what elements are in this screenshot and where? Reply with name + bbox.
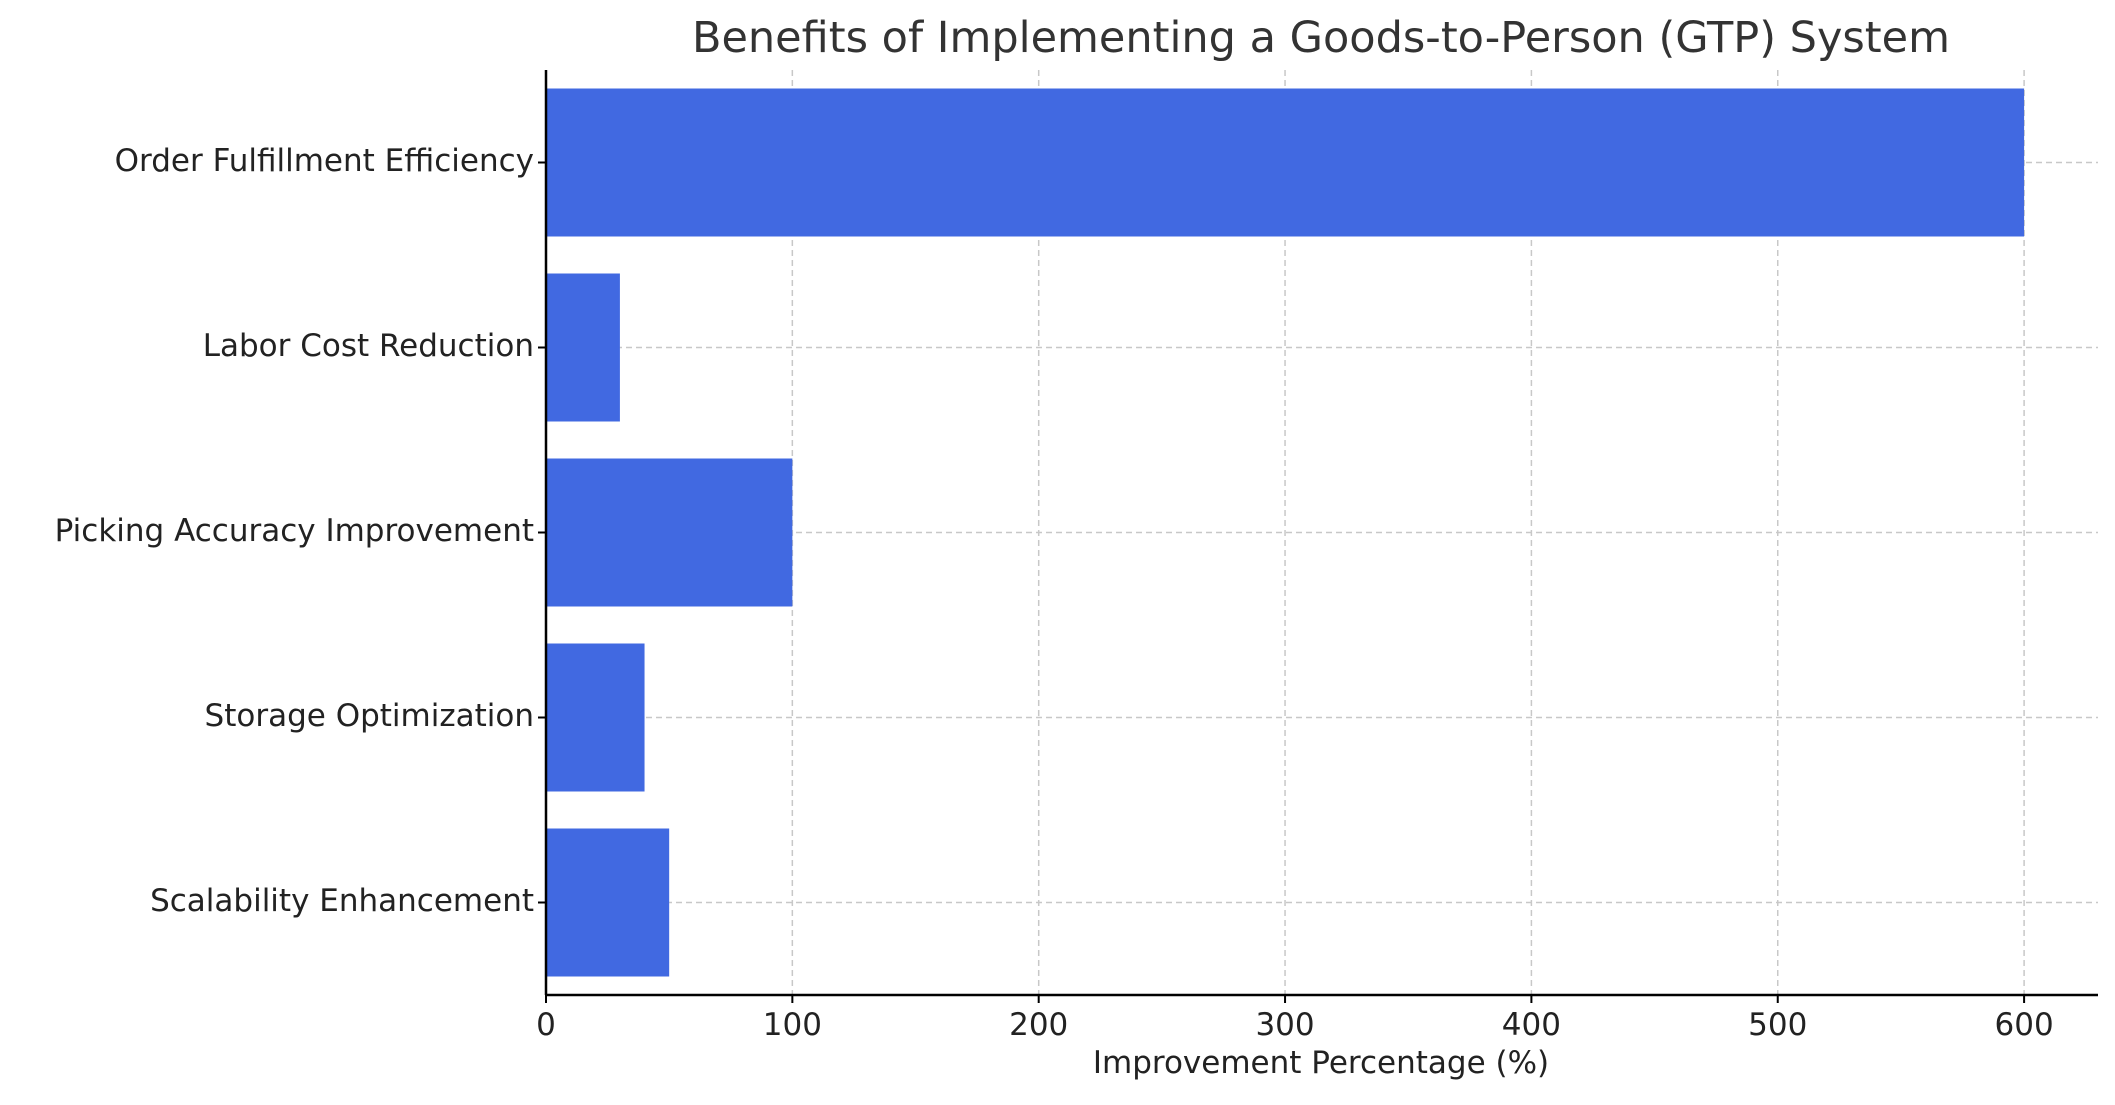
bars-layer — [546, 88, 2025, 977]
x-tick-label: 400 — [1502, 1007, 1561, 1043]
chart-title: Benefits of Implementing a Goods-to-Pers… — [692, 13, 1950, 63]
category-label: Picking Accuracy Improvement — [55, 513, 534, 549]
category-label: Storage Optimization — [205, 698, 534, 734]
x-tick-label: 300 — [1255, 1007, 1314, 1043]
category-label: Scalability Enhancement — [150, 883, 534, 919]
bar — [546, 828, 670, 977]
bar — [546, 273, 620, 422]
axes-layer — [538, 70, 2098, 997]
bar — [546, 458, 793, 607]
x-axis-label: Improvement Percentage (%) — [1093, 1045, 1549, 1081]
category-labels: Order Fulfillment Efficiency Labor Cost R… — [55, 143, 534, 919]
bar — [546, 643, 645, 792]
x-tick-label: 500 — [1748, 1007, 1807, 1043]
x-tick-label: 200 — [1009, 1007, 1068, 1043]
category-label: Order Fulfillment Efficiency — [115, 143, 534, 179]
x-tick-label: 100 — [763, 1007, 822, 1043]
bar — [546, 88, 2025, 237]
category-label: Labor Cost Reduction — [203, 328, 534, 364]
x-tick-label: 600 — [1995, 1007, 2054, 1043]
x-tick-label: 0 — [536, 1007, 556, 1043]
x-ticks: 0 100 200 300 400 500 600 — [536, 995, 2054, 1043]
